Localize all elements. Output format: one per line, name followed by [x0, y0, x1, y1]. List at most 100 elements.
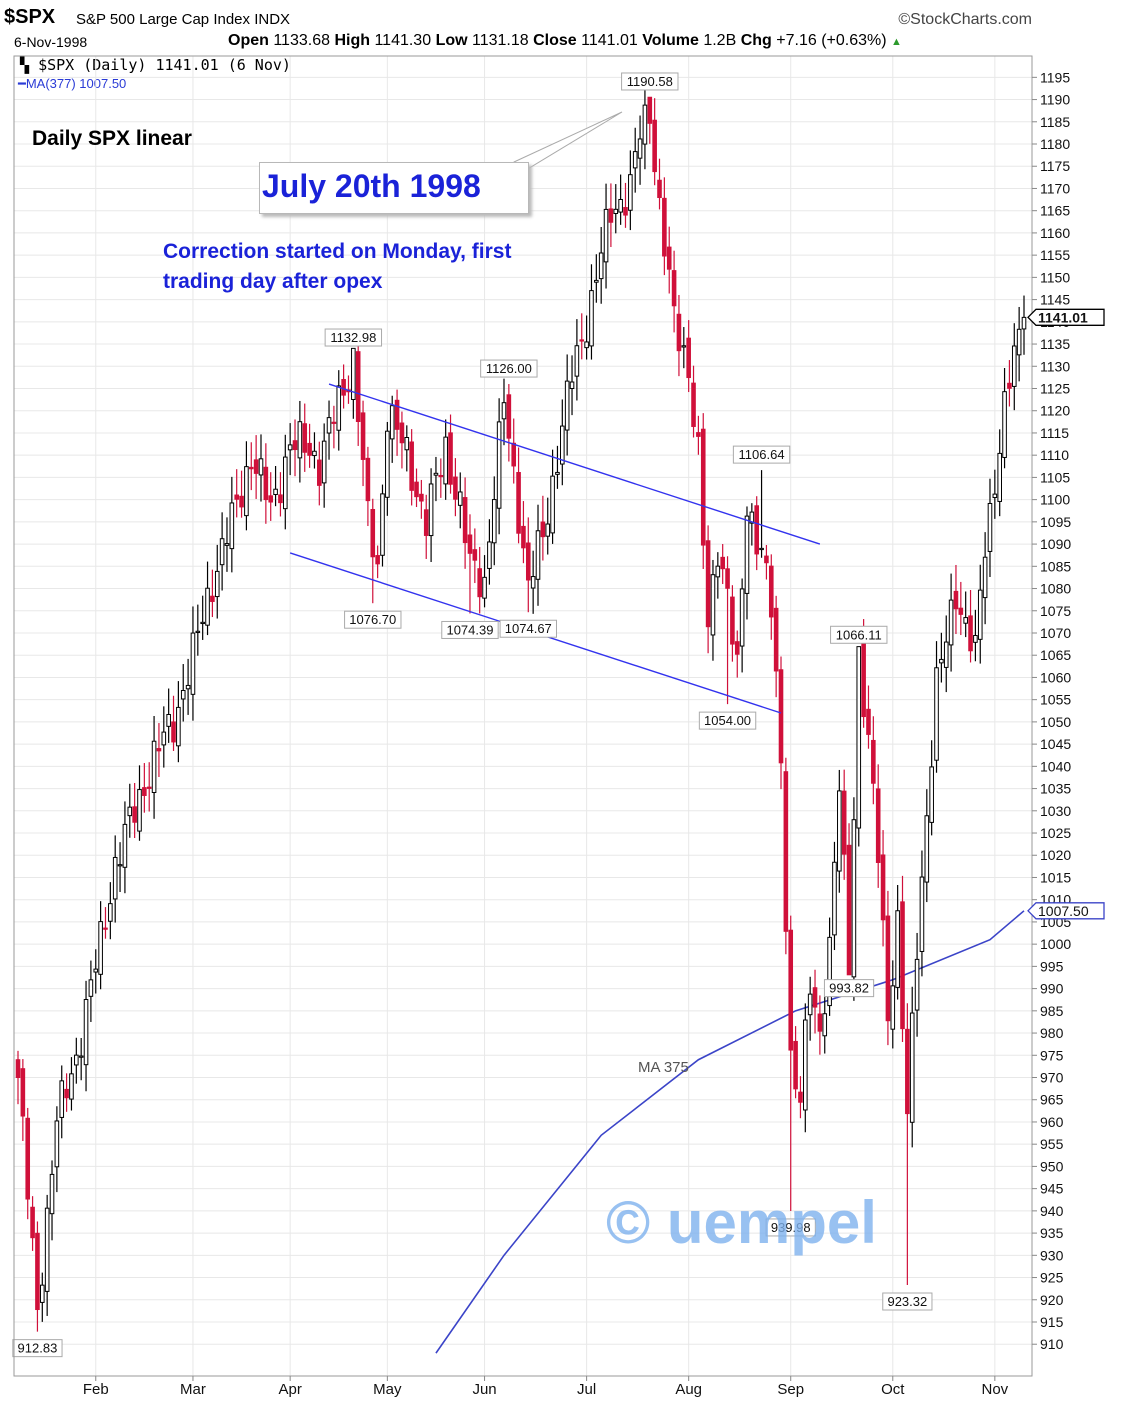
candle-body — [137, 789, 142, 832]
y-tick-label: 1115 — [1040, 425, 1069, 441]
y-tick-label: 910 — [1040, 1336, 1064, 1352]
candle-body — [652, 119, 657, 173]
candle-body — [598, 252, 604, 280]
y-tick-label: 1130 — [1040, 358, 1070, 374]
candle-body — [205, 587, 210, 626]
value-label: 1054.00 — [704, 713, 751, 728]
candle-body — [370, 508, 376, 558]
candle-body — [15, 1059, 21, 1079]
brand-logo: ©StockCharts.com — [898, 11, 1032, 28]
y-tick-label: 1095 — [1040, 514, 1071, 530]
candle-body — [341, 379, 346, 396]
y-tick-label: 1100 — [1040, 492, 1070, 508]
extreme-labels: 912.83 1132.98 1076.70 1074.39 1126.00 1074.6… — [12, 72, 933, 1358]
candle-body — [623, 207, 628, 216]
candle-body — [312, 450, 317, 457]
ma-line-layer — [435, 910, 1025, 1354]
candle-body — [1016, 328, 1022, 356]
candle-body — [691, 382, 696, 427]
candle-body — [44, 1207, 50, 1292]
y-tick-label: 950 — [1040, 1158, 1064, 1174]
value-label-box — [830, 625, 888, 644]
x-tick-label: Apr — [278, 1381, 301, 1398]
candle-body — [355, 351, 361, 422]
chg-label: Chg — [740, 32, 772, 49]
candle-body — [574, 345, 580, 377]
candle-body — [914, 958, 920, 1011]
index-full-name: S&P 500 Large Cap Index — [76, 11, 251, 28]
candle-body — [973, 634, 978, 643]
close-value: 1141.01 — [581, 32, 638, 49]
candle-body — [200, 621, 205, 625]
candle-body — [54, 1120, 60, 1168]
y-tick-label: 935 — [1040, 1225, 1064, 1241]
candle-body — [705, 540, 711, 628]
candle-body — [744, 515, 750, 594]
candle-body — [103, 927, 108, 930]
candle-body — [686, 337, 691, 379]
candle-body — [540, 521, 546, 538]
legend-ma: ━MA(377) 1007.50 — [18, 76, 126, 92]
candle-body — [180, 689, 186, 700]
candle-body — [278, 494, 283, 504]
candle-body — [963, 617, 968, 624]
grid — [14, 56, 1032, 1376]
candle-body — [968, 615, 973, 652]
candle-body — [224, 543, 230, 546]
candle-body — [108, 903, 113, 922]
y-tick-label: 1090 — [1040, 536, 1071, 552]
candle-body — [681, 345, 687, 348]
candle-body — [642, 104, 648, 145]
candle-body — [987, 502, 993, 552]
ma-last-tag-text: 1007.50 — [1038, 903, 1089, 919]
candle-body — [385, 430, 390, 498]
candle-body — [88, 979, 94, 997]
candle-body — [414, 481, 419, 498]
candle-body — [637, 138, 643, 159]
value-label-box — [698, 711, 757, 730]
candle-body — [812, 987, 818, 1008]
candle-body — [122, 823, 128, 868]
candle-body — [307, 442, 312, 456]
candle-body — [132, 806, 137, 823]
candle-body — [875, 788, 881, 863]
candle-body — [219, 538, 225, 566]
candle-body — [171, 721, 176, 743]
y-tick-label: 990 — [1040, 981, 1064, 997]
y-tick-label: 1180 — [1040, 136, 1070, 152]
y-tick-label: 925 — [1040, 1270, 1064, 1286]
index-name: S&P 500 Large Cap Index INDX — [76, 11, 290, 28]
candle-body — [117, 864, 123, 867]
x-tick-label: Jun — [472, 1381, 496, 1398]
candle-body — [30, 1206, 35, 1239]
value-label-box — [480, 359, 538, 378]
ma-annotation: MA 375 — [638, 1059, 689, 1076]
volume-value: 1.2B — [703, 32, 737, 49]
candle-body — [613, 208, 619, 215]
candle-body — [229, 502, 235, 550]
candle-body — [773, 607, 779, 672]
ma-line — [435, 910, 1025, 1354]
candle-body — [939, 658, 944, 664]
y-tick-label: 985 — [1040, 1003, 1064, 1019]
candle-body — [389, 405, 395, 440]
candle-body — [710, 574, 716, 636]
y-tick-label: 1045 — [1040, 736, 1071, 752]
y-tick-label: 965 — [1040, 1092, 1064, 1108]
candle-body — [749, 511, 755, 524]
candle-body — [239, 495, 244, 508]
y-tick-label: 1015 — [1040, 869, 1071, 885]
candle-body — [64, 1088, 69, 1099]
ma-line-icon: ━ — [18, 76, 26, 91]
candle-body — [302, 423, 308, 453]
candle-body — [900, 901, 905, 1030]
candle-body — [628, 174, 633, 211]
candle-body — [817, 1013, 823, 1032]
candle-body — [467, 534, 473, 554]
candle-body — [807, 993, 813, 1016]
candle-body — [404, 437, 410, 451]
candle-body — [25, 1117, 31, 1200]
candle-body — [696, 432, 701, 437]
candle-body — [982, 556, 988, 599]
legend-price: ▚ $SPX (Daily) 1141.01 (6 Nov) — [20, 56, 291, 74]
